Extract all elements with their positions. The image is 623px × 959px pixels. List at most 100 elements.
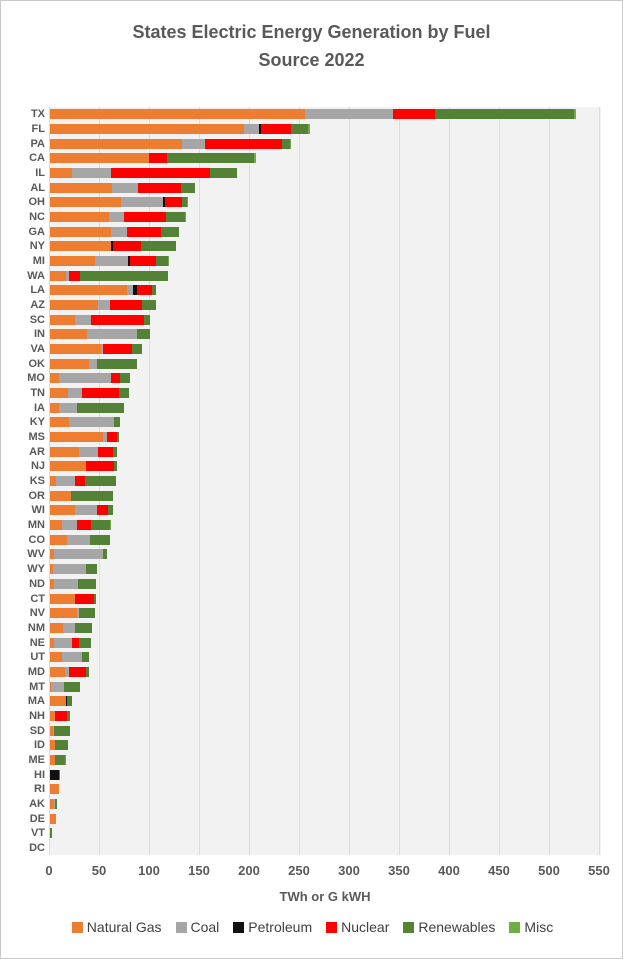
bar-row-nm: NM (1, 621, 605, 636)
bar-row-fl: FL (1, 122, 605, 137)
segment-nuclear (137, 285, 152, 296)
bar-row-sc: SC (1, 312, 605, 327)
segment-natural-gas (50, 300, 98, 311)
segment-natural-gas (50, 417, 69, 428)
segment-nuclear (165, 197, 182, 208)
segment-natural-gas (50, 608, 77, 619)
legend: Natural Gas Coal Petroleum Nuclear Renewable… (1, 919, 623, 935)
y-axis-label-la: LA (30, 284, 45, 297)
y-axis-label-ok: OK (28, 357, 46, 370)
bar-row-in: IN (1, 327, 605, 342)
segment-coal (77, 608, 79, 619)
segment-coal (53, 564, 86, 575)
legend-swatch-icon (509, 921, 521, 933)
segment-coal (67, 534, 90, 545)
segment-natural-gas (50, 285, 127, 296)
segment-renewables (71, 490, 113, 501)
stacked-bar-mt (50, 681, 605, 692)
y-axis-label-wi: WI (31, 504, 45, 517)
segment-coal (89, 358, 97, 369)
segment-coal (72, 168, 111, 179)
legend-label: Misc (524, 919, 554, 935)
legend-item-nuclear: Nuclear (326, 919, 389, 935)
segment-nuclear (75, 476, 85, 487)
segment-nuclear (97, 505, 108, 516)
segment-renewables (144, 314, 150, 325)
bar-row-ga: GA (1, 224, 605, 239)
stacked-bar-nj (50, 461, 605, 472)
y-axis-label-ri: RI (34, 783, 45, 796)
bar-rows: TX FL PA CA IL AL OH NC GA NY MI WA LA AZ SC IN VA OK MO TN… (1, 107, 605, 855)
segment-natural-gas (50, 725, 53, 736)
stacked-bar-me (50, 754, 605, 765)
stacked-bar-id (50, 740, 605, 751)
x-tick-500: 500 (538, 863, 560, 878)
segment-natural-gas (50, 476, 56, 487)
segment-renewables (114, 417, 120, 428)
bar-row-wy: WY (1, 562, 605, 577)
segment-misc (187, 197, 188, 208)
segment-renewables (86, 564, 97, 575)
legend-swatch-icon (326, 921, 338, 933)
stacked-bar-sc (50, 314, 605, 325)
segment-coal (63, 622, 75, 633)
y-axis-label-wv: WV (27, 548, 45, 561)
stacked-bar-hi (50, 769, 605, 780)
segment-coal (95, 256, 128, 267)
bar-row-wv: WV (1, 547, 605, 562)
bar-row-mi: MI (1, 254, 605, 269)
segment-natural-gas (50, 593, 75, 604)
legend-item-coal: Coal (175, 919, 219, 935)
y-axis-label-ut: UT (30, 651, 45, 664)
segment-petroleum (259, 124, 261, 134)
y-axis-label-tn: TN (30, 387, 45, 400)
segment-nuclear (111, 373, 120, 384)
segment-natural-gas (50, 256, 95, 267)
stacked-bar-mi (50, 256, 605, 267)
y-axis-label-ca: CA (29, 152, 45, 165)
segment-coal (69, 417, 114, 428)
segment-renewables (94, 593, 96, 604)
chart-title: States Electric Energy Generation by Fue… (1, 19, 622, 75)
segment-renewables (82, 652, 89, 663)
bar-row-ri: RI (1, 782, 605, 797)
bar-row-de: DE (1, 811, 605, 826)
stacked-bar-wa (50, 270, 605, 281)
segment-natural-gas (50, 124, 244, 134)
segment-nuclear (75, 593, 94, 604)
bar-row-nh: NH (1, 709, 605, 724)
y-axis-label-az: AZ (30, 299, 45, 312)
segment-renewables (54, 725, 70, 736)
bar-row-dc: DC (1, 841, 605, 856)
segment-nuclear (261, 124, 291, 134)
segment-renewables (282, 138, 290, 149)
x-tick-200: 200 (238, 863, 260, 878)
segment-natural-gas (50, 564, 53, 575)
stacked-bar-wy (50, 564, 605, 575)
bar-row-nc: NC (1, 210, 605, 225)
segment-nuclear (110, 300, 142, 311)
segment-renewables (114, 461, 117, 472)
segment-renewables (166, 212, 185, 223)
stacked-bar-ok (50, 358, 605, 369)
bar-row-nd: ND (1, 577, 605, 592)
stacked-bar-ms (50, 432, 605, 443)
segment-natural-gas (50, 270, 66, 281)
segment-coal (53, 725, 54, 736)
segment-renewables (182, 197, 187, 208)
bar-row-ct: CT (1, 591, 605, 606)
x-tick-0: 0 (45, 863, 53, 878)
segment-natural-gas (50, 681, 51, 692)
y-axis-label-va: VA (30, 343, 45, 356)
segment-renewables (132, 344, 142, 355)
segment-petroleum (163, 197, 165, 208)
segment-natural-gas (50, 388, 68, 399)
segment-coal (65, 666, 69, 677)
segment-renewables (119, 388, 129, 399)
legend-label: Nuclear (341, 919, 390, 935)
segment-coal (59, 402, 77, 413)
segment-nuclear (393, 109, 435, 120)
segment-natural-gas (50, 212, 109, 223)
segment-natural-gas (50, 373, 59, 384)
segment-natural-gas (50, 652, 62, 663)
